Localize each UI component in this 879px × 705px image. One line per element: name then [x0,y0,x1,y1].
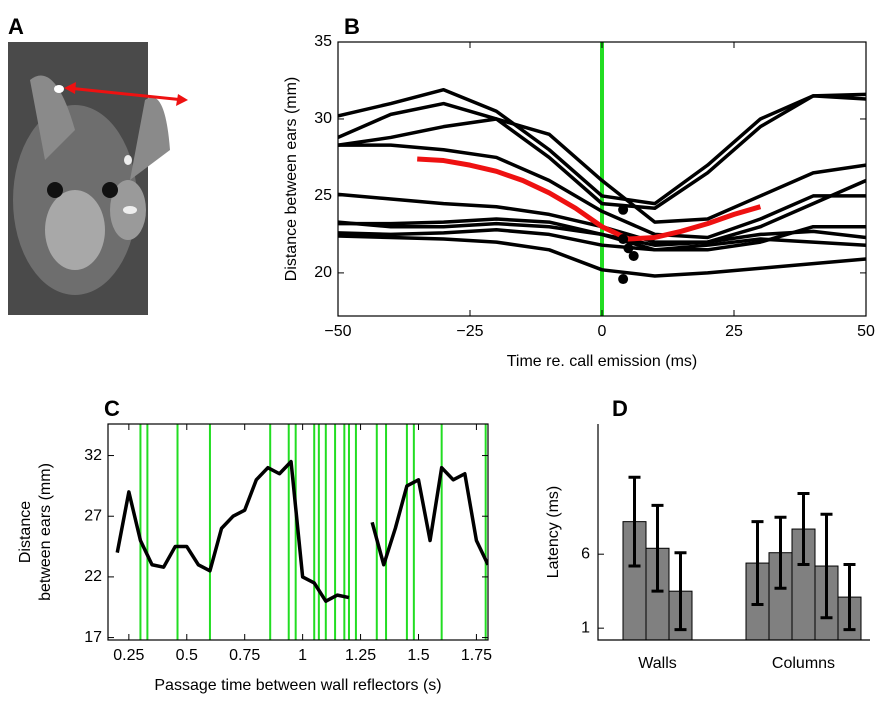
data-line [338,217,866,252]
y-tick-label: 17 [84,629,102,646]
y-tick-label: 20 [314,264,332,281]
y-tick-label: 32 [84,447,102,464]
axes-frame [107,423,489,641]
data-line [338,117,866,224]
error-bar [797,492,810,567]
data-line [338,87,866,206]
y-tick-label: 22 [84,568,102,585]
error-bar [820,512,833,620]
y-axis-label: Distance between ears (mm) [283,77,300,282]
x-tick-label: 1.5 [407,647,429,664]
x-tick-label: 25 [725,323,743,340]
y-axis-label: Latency (ms) [545,486,562,578]
x-tick-label: 0.5 [176,647,198,664]
x-axis-label: Passage time between wall reflectors (s) [154,677,441,694]
axes [597,424,870,641]
x-tick-label: 0.25 [113,647,144,664]
error-bar [751,520,764,606]
data-line [338,92,866,210]
data-line [338,143,866,240]
error-bar [674,551,687,632]
data-line [417,156,762,242]
plot-area [115,424,488,640]
x-tick-label: −50 [324,323,351,340]
marker [623,243,634,254]
marker [628,250,639,261]
x-tick-label: Columns [772,655,835,672]
marker [618,274,629,285]
x-tick-label: 50 [857,323,875,340]
x-tick-label: Walls [638,655,677,672]
x-axis-label: Time re. call emission (ms) [507,353,698,370]
x-tick-label: −25 [456,323,483,340]
error-bar [774,515,787,590]
y-tick-label: 1 [581,619,590,636]
data-line [115,459,488,603]
x-tick-label: 1.25 [345,647,376,664]
bat-photo [8,42,198,315]
x-tick-label: 0.75 [229,647,260,664]
x-tick-label: 1 [298,647,307,664]
y-axis-label: Distance [17,501,34,563]
y-axis-label: between ears (mm) [37,463,54,601]
y-tick-label: 27 [84,507,102,524]
panel-label: B [344,14,360,39]
data-line [338,234,866,278]
panel-label: A [8,14,24,39]
x-tick-label: 1.75 [461,647,492,664]
y-tick-label: 35 [314,33,332,50]
y-tick-label: 6 [581,545,590,562]
error-bar [651,503,664,593]
y-tick-label: 30 [314,110,332,127]
panel-label: D [612,396,628,421]
error-bar [843,563,856,632]
marker [618,234,629,245]
y-tick-label: 25 [314,187,332,204]
marker [618,204,629,215]
plot-area [338,42,866,316]
data-line [338,228,866,252]
x-tick-label: 0 [598,323,607,340]
error-bar [628,475,641,568]
panel-label: C [104,396,120,421]
